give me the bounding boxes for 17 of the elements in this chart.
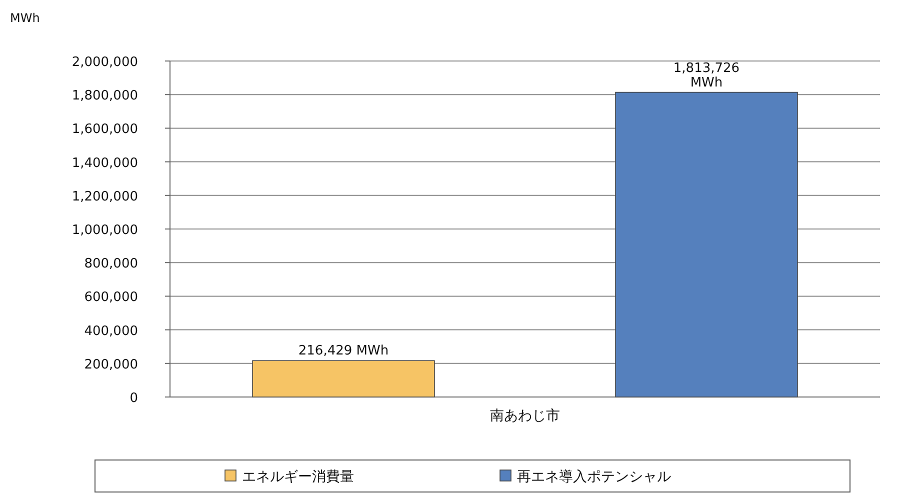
y-axis-title: MWh [10,11,40,25]
y-tick-label: 1,000,000 [72,223,138,238]
y-tick-label: 0 [130,391,138,406]
y-tick-label: 1,400,000 [72,156,138,171]
y-tick-label: 2,000,000 [72,55,138,70]
y-tick-label: 1,800,000 [72,88,138,104]
data-label: 1,813,726 MWh [673,60,740,90]
data-label: 216,429 MWh [298,344,389,359]
y-tick-label: 1,600,000 [72,122,138,138]
y-tick-label: 400,000 [84,324,138,339]
y-tick-label: 800,000 [84,256,138,272]
y-tick-label: 600,000 [84,290,138,306]
y-tick-label: 200,000 [84,357,138,372]
x-tick-label: 南あわじ市 [490,408,560,424]
y-tick-label: 1,200,000 [72,189,138,204]
legend-label: エネルギー消費量 [242,469,354,485]
legend-label: 再エネ導入ポテンシャル [517,469,671,485]
